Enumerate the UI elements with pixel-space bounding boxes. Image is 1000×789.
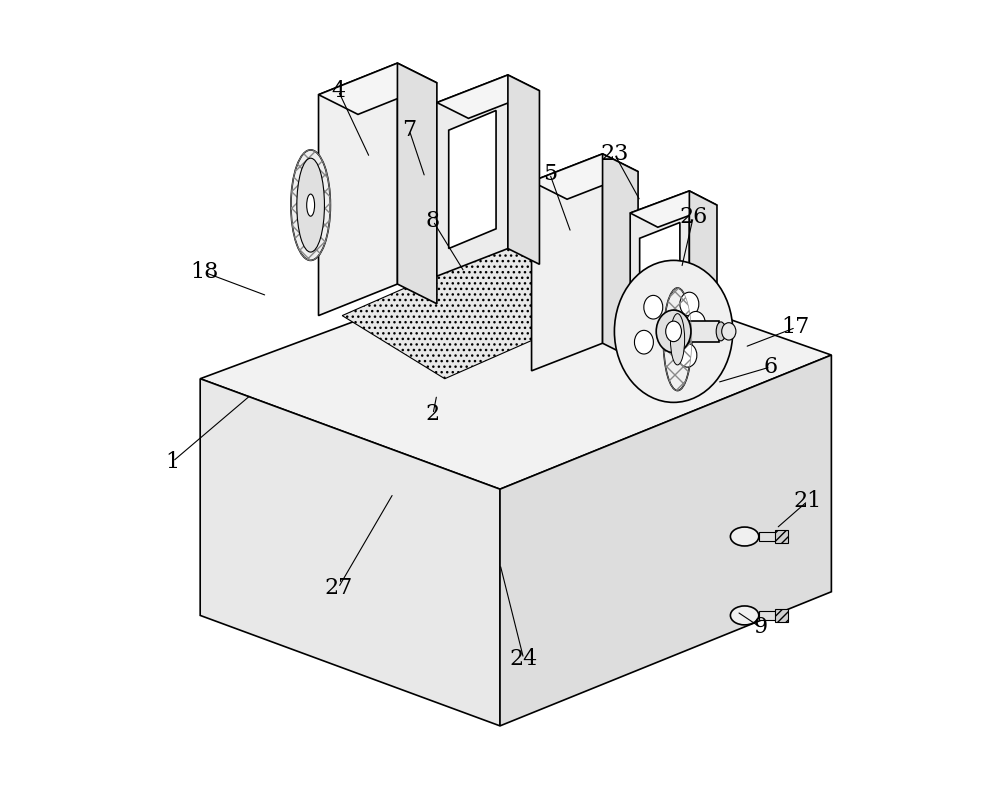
Ellipse shape (686, 312, 705, 335)
Polygon shape (200, 379, 500, 726)
Text: 6: 6 (764, 356, 778, 378)
Ellipse shape (670, 314, 685, 365)
Ellipse shape (678, 343, 697, 367)
Polygon shape (319, 63, 437, 114)
Ellipse shape (291, 150, 330, 260)
Ellipse shape (730, 606, 759, 625)
Ellipse shape (663, 288, 692, 391)
Text: 17: 17 (782, 316, 810, 338)
Polygon shape (397, 63, 437, 304)
Ellipse shape (716, 322, 726, 341)
Polygon shape (532, 154, 603, 371)
Ellipse shape (730, 527, 759, 546)
Text: 8: 8 (426, 210, 440, 232)
Text: 5: 5 (543, 163, 557, 185)
Polygon shape (603, 154, 638, 361)
Text: 2: 2 (426, 403, 440, 425)
Polygon shape (689, 191, 717, 347)
Text: 26: 26 (679, 206, 707, 228)
Polygon shape (532, 154, 638, 200)
Polygon shape (437, 75, 539, 118)
Polygon shape (319, 63, 397, 316)
Text: 9: 9 (753, 616, 767, 638)
Ellipse shape (666, 321, 681, 342)
Ellipse shape (634, 331, 653, 354)
Text: 23: 23 (600, 143, 629, 165)
Polygon shape (759, 532, 776, 541)
Ellipse shape (644, 295, 663, 319)
Ellipse shape (656, 310, 691, 353)
Polygon shape (759, 611, 776, 620)
Ellipse shape (722, 323, 736, 340)
Ellipse shape (297, 158, 324, 252)
Polygon shape (680, 321, 719, 342)
Polygon shape (640, 222, 680, 333)
Polygon shape (437, 75, 508, 276)
Polygon shape (508, 75, 539, 264)
Ellipse shape (614, 260, 733, 402)
Ellipse shape (307, 194, 315, 216)
Polygon shape (342, 229, 642, 379)
Polygon shape (630, 191, 689, 355)
Text: 4: 4 (331, 80, 345, 102)
Text: 1: 1 (166, 451, 180, 473)
Text: 21: 21 (794, 490, 822, 512)
Polygon shape (500, 355, 831, 726)
Polygon shape (775, 530, 788, 543)
Ellipse shape (680, 292, 699, 316)
Text: 7: 7 (402, 119, 416, 141)
Polygon shape (449, 110, 496, 249)
Text: 27: 27 (324, 577, 352, 599)
Text: 18: 18 (190, 261, 218, 283)
Polygon shape (775, 609, 788, 622)
Polygon shape (630, 191, 717, 227)
Text: 24: 24 (510, 648, 538, 670)
Polygon shape (200, 252, 831, 489)
